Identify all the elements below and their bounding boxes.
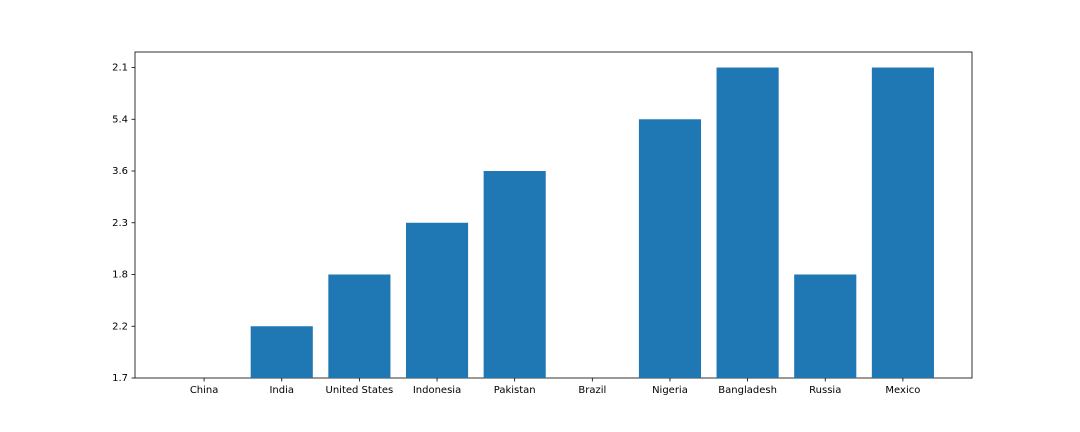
y-tick-label: 3.6 xyxy=(112,166,128,177)
x-tick-label: Bangladesh xyxy=(718,385,777,396)
x-tick-label: India xyxy=(269,385,294,396)
x-tick-label: China xyxy=(190,385,219,396)
y-tick-label: 1.8 xyxy=(112,270,128,281)
y-tick-label: 5.4 xyxy=(112,114,128,125)
x-tick-label: Mexico xyxy=(885,385,920,396)
bar xyxy=(871,67,934,379)
x-tick-label: United States xyxy=(326,385,394,396)
y-tick-label: 2.3 xyxy=(112,218,128,229)
bar xyxy=(794,274,857,378)
bar xyxy=(483,171,546,378)
bar xyxy=(405,222,469,378)
x-tick-label: Brazil xyxy=(578,385,606,396)
x-tick-label: Indonesia xyxy=(413,385,461,396)
y-tick-label: 1.7 xyxy=(112,373,128,384)
bar xyxy=(716,67,779,379)
y-tick-label: 2.1 xyxy=(112,63,128,74)
x-tick-label: Nigeria xyxy=(652,385,688,396)
y-tick-label: 2.2 xyxy=(112,321,128,332)
x-tick-label: Pakistan xyxy=(494,385,536,396)
bar xyxy=(250,326,313,378)
x-tick-label: Russia xyxy=(809,385,841,396)
bar xyxy=(638,119,702,379)
bar xyxy=(328,274,391,378)
plot-frame xyxy=(134,51,973,379)
